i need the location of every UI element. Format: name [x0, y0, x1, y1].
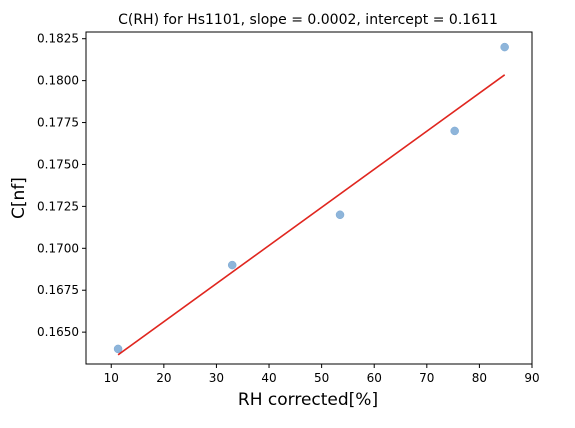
data-point — [500, 42, 509, 52]
data-point — [335, 210, 345, 220]
data-point — [113, 344, 123, 354]
x-tick-label: 40 — [261, 371, 276, 385]
y-tick-label: 0.1775 — [37, 116, 79, 130]
x-tick-label: 20 — [156, 371, 171, 385]
fit-line — [117, 74, 506, 356]
y-tick-label: 0.1700 — [37, 241, 79, 255]
x-tick-label: 60 — [367, 371, 382, 385]
y-tick-label: 0.1750 — [37, 157, 79, 171]
data-point — [450, 126, 459, 136]
x-axis: 10 20 30 40 50 60 70 80 90 — [104, 364, 540, 385]
x-tick-label: 10 — [104, 371, 119, 385]
plot-area — [85, 31, 533, 365]
y-tick-label: 0.1800 — [37, 74, 79, 88]
y-tick-label: 0.1650 — [37, 325, 79, 339]
plot-frame — [85, 31, 533, 365]
chart-title: C(RH) for Hs1101, slope = 0.0002, interc… — [118, 12, 498, 28]
x-tick-label: 80 — [472, 371, 487, 385]
x-tick-label: 90 — [524, 371, 539, 385]
series-layer — [113, 42, 509, 356]
x-tick-label: 30 — [209, 371, 224, 385]
y-axis-label: C[nf] — [9, 177, 29, 219]
y-tick-label: 0.1675 — [37, 283, 79, 297]
y-tick-label: 0.1725 — [37, 199, 79, 213]
x-tick-label: 70 — [419, 371, 434, 385]
x-tick-label: 50 — [314, 371, 329, 385]
x-axis-label: RH corrected[%] — [238, 390, 378, 410]
y-tick-label: 0.1825 — [37, 32, 79, 46]
data-point — [227, 260, 237, 270]
y-axis: 0.1650 0.1675 0.1700 0.1725 0.1750 0.1775 0.18… — [37, 32, 86, 339]
